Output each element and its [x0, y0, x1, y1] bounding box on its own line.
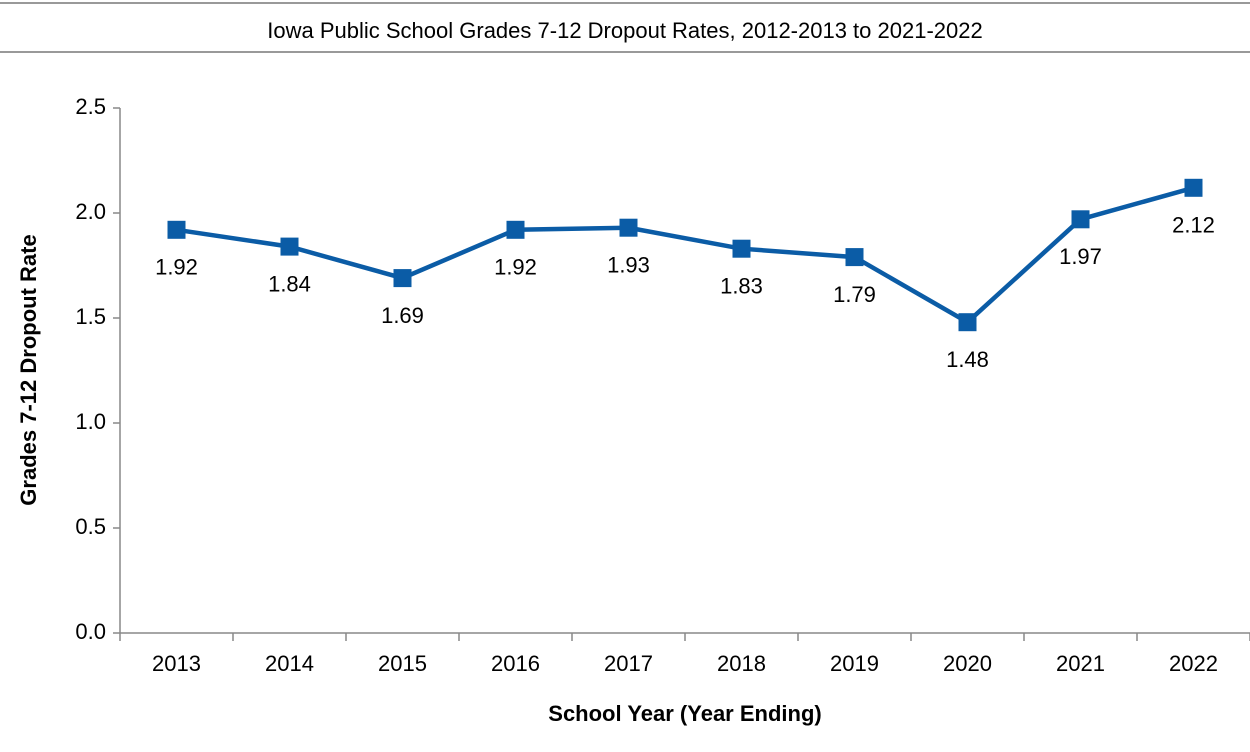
x-tick-label: 2018 — [717, 651, 766, 676]
x-tick-label: 2021 — [1056, 651, 1105, 676]
x-axis-title: School Year (Year Ending) — [548, 701, 821, 726]
data-label: 1.79 — [833, 282, 876, 307]
y-tick-label: 1.5 — [75, 304, 106, 329]
data-label: 1.92 — [155, 255, 198, 280]
marker — [619, 218, 638, 237]
x-tick-label: 2014 — [265, 651, 314, 676]
marker — [958, 313, 977, 332]
data-label: 1.48 — [946, 347, 989, 372]
chart-title: Iowa Public School Grades 7-12 Dropout R… — [267, 18, 982, 43]
marker — [845, 248, 864, 267]
series-line — [176, 185, 1195, 325]
data-label: 1.93 — [607, 253, 650, 278]
y-tick-label: 1.0 — [75, 409, 106, 434]
data-label: 2.12 — [1172, 213, 1215, 238]
marker — [167, 220, 186, 239]
data-label: 1.83 — [720, 274, 763, 299]
x-tick-label: 2022 — [1169, 651, 1218, 676]
y-tick-label: 2.5 — [75, 94, 106, 119]
data-label: 1.84 — [268, 271, 311, 296]
marker — [1184, 178, 1203, 197]
x-tick-label: 2020 — [943, 651, 992, 676]
x-tick-label: 2015 — [378, 651, 427, 676]
marker — [1071, 210, 1090, 229]
marker — [506, 220, 525, 239]
y-tick-label: 0.5 — [75, 514, 106, 539]
data-label: 1.92 — [494, 255, 537, 280]
x-tick-label: 2019 — [830, 651, 879, 676]
data-label: 1.97 — [1059, 244, 1102, 269]
y-tick-label: 2.0 — [75, 199, 106, 224]
marker — [280, 237, 299, 256]
x-tick-label: 2016 — [491, 651, 540, 676]
marker — [393, 269, 412, 288]
x-tick-label: 2013 — [152, 651, 201, 676]
data-label: 1.69 — [381, 303, 424, 328]
x-tick-label: 2017 — [604, 651, 653, 676]
y-tick-label: 0.0 — [75, 619, 106, 644]
y-axis-title: Grades 7-12 Dropout Rate — [16, 234, 41, 505]
marker — [732, 239, 751, 258]
